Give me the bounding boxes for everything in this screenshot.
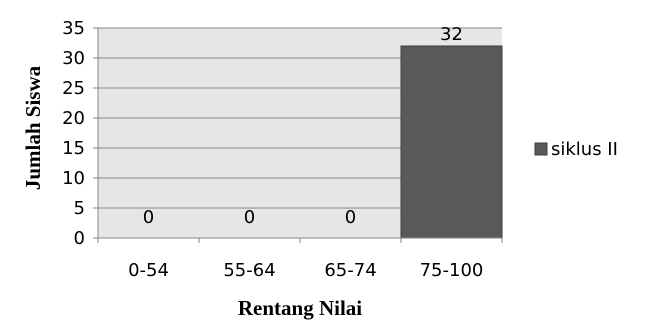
x-axis-ticks: 0-54 55-64 65-74 75-100 [97, 238, 503, 281]
y-axis-ticks: 0 5 10 15 20 25 30 35 [62, 18, 98, 249]
data-label-55-64: 0 [244, 207, 255, 228]
y-tick-label-20: 20 [62, 108, 85, 129]
legend-label-siklus-ii: siklus II [551, 139, 618, 160]
y-tick-label-5: 5 [74, 198, 85, 219]
bars [400, 45, 503, 239]
x-tick-label-75-100: 75-100 [420, 260, 484, 281]
data-label-65-74: 0 [345, 207, 356, 228]
y-axis-title: Jumlah Siswa [21, 65, 45, 190]
data-labels: 0 0 0 32 [143, 24, 463, 228]
y-tick-label-25: 25 [62, 78, 85, 99]
y-tick-label-10: 10 [62, 168, 85, 189]
legend-swatch-siklus-ii [534, 142, 548, 156]
y-tick-label-0: 0 [74, 228, 85, 249]
y-tick-label-30: 30 [62, 48, 85, 69]
bar-75-100 [400, 45, 503, 239]
x-tick-label-65-74: 65-74 [324, 260, 376, 281]
data-label-0-54: 0 [143, 207, 154, 228]
x-tick-label-0-54: 0-54 [128, 260, 169, 281]
y-tick-label-15: 15 [62, 138, 85, 159]
legend: siklus II [534, 139, 618, 160]
y-tick-label-35: 35 [62, 18, 85, 39]
x-tick-label-55-64: 55-64 [223, 260, 275, 281]
x-axis-title: Rentang Nilai [238, 296, 362, 320]
data-label-75-100: 32 [440, 24, 463, 45]
